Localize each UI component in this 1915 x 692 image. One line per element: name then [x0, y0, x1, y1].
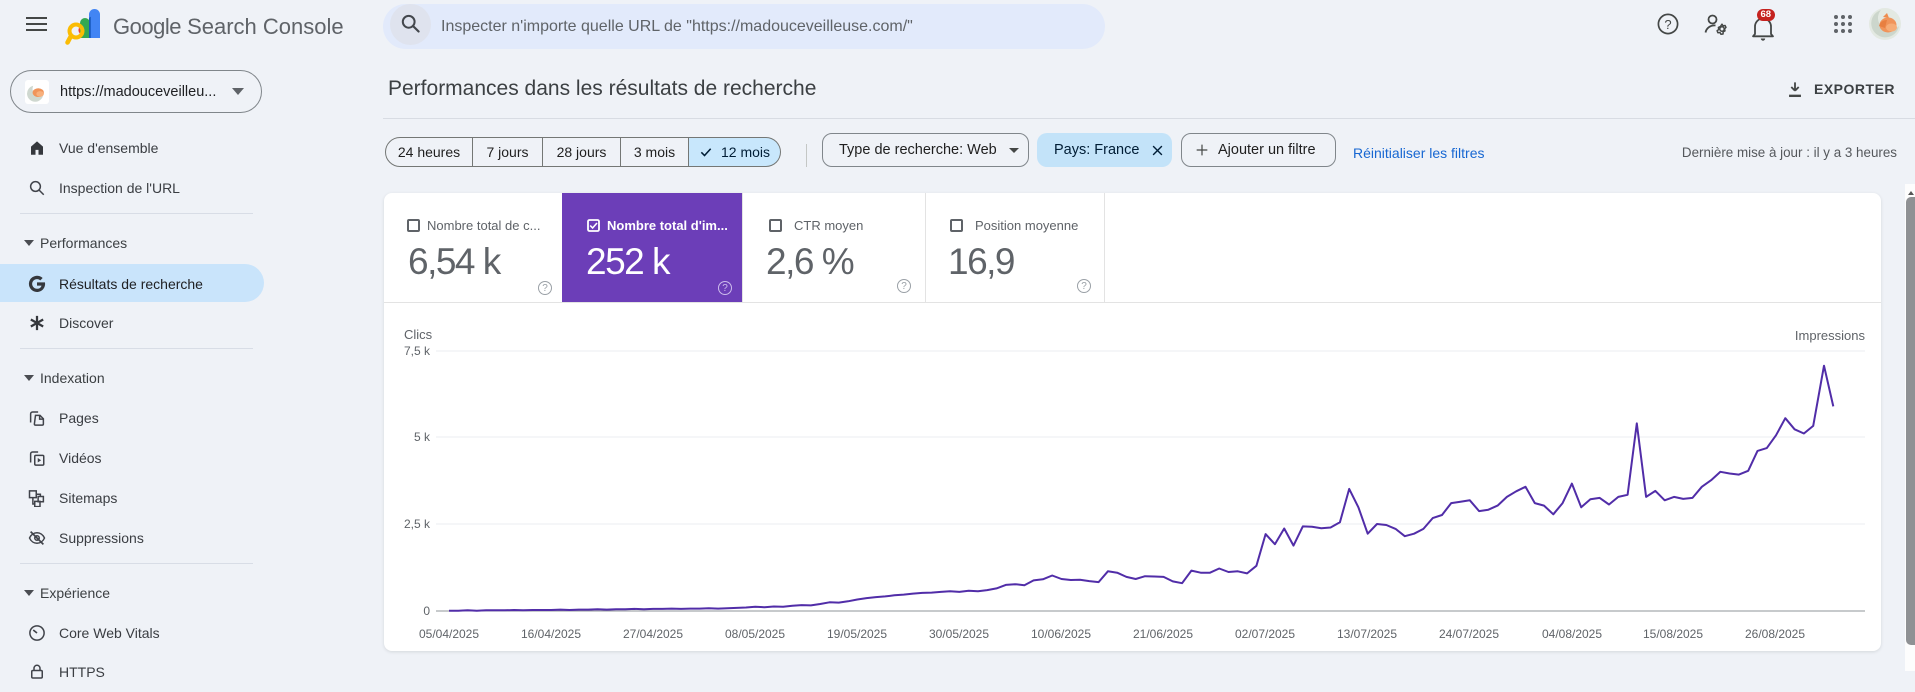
svg-text:02/07/2025: 02/07/2025 — [1235, 627, 1295, 641]
svg-text:10/06/2025: 10/06/2025 — [1031, 627, 1091, 641]
svg-text:26/08/2025: 26/08/2025 — [1745, 627, 1805, 641]
svg-text:13/07/2025: 13/07/2025 — [1337, 627, 1397, 641]
svg-text:15/08/2025: 15/08/2025 — [1643, 627, 1703, 641]
svg-text:04/08/2025: 04/08/2025 — [1542, 627, 1602, 641]
svg-text:05/04/2025: 05/04/2025 — [419, 627, 479, 641]
svg-text:08/05/2025: 08/05/2025 — [725, 627, 785, 641]
svg-text:30/05/2025: 30/05/2025 — [929, 627, 989, 641]
svg-text:Clics: Clics — [404, 327, 433, 342]
svg-text:0: 0 — [423, 604, 430, 618]
svg-text:5 k: 5 k — [414, 430, 431, 444]
svg-text:Impressions: Impressions — [1795, 328, 1866, 343]
svg-text:19/05/2025: 19/05/2025 — [827, 627, 887, 641]
svg-text:16/04/2025: 16/04/2025 — [521, 627, 581, 641]
svg-text:24/07/2025: 24/07/2025 — [1439, 627, 1499, 641]
svg-text:2,5 k: 2,5 k — [404, 517, 431, 531]
svg-text:7,5 k: 7,5 k — [404, 344, 431, 358]
svg-text:21/06/2025: 21/06/2025 — [1133, 627, 1193, 641]
svg-text:27/04/2025: 27/04/2025 — [623, 627, 683, 641]
